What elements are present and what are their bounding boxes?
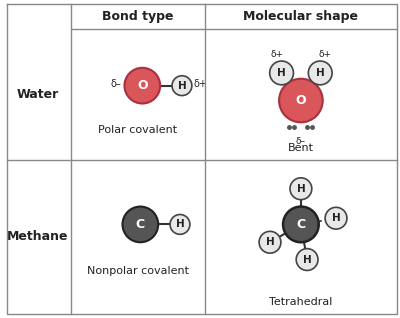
Circle shape <box>296 249 318 270</box>
Text: H: H <box>178 81 186 91</box>
Circle shape <box>270 61 294 85</box>
Circle shape <box>308 61 332 85</box>
Text: C: C <box>136 218 145 231</box>
Text: Polar covalent: Polar covalent <box>98 125 178 135</box>
Circle shape <box>279 79 323 122</box>
Circle shape <box>325 207 347 229</box>
Text: H: H <box>277 68 286 78</box>
Circle shape <box>172 76 192 96</box>
Text: Tetrahedral: Tetrahedral <box>269 297 332 307</box>
Text: O: O <box>137 79 148 92</box>
Circle shape <box>124 68 160 103</box>
Circle shape <box>290 178 312 200</box>
Text: δ–: δ– <box>296 137 306 146</box>
Circle shape <box>283 207 319 242</box>
Text: H: H <box>303 254 312 265</box>
Text: O: O <box>296 94 306 107</box>
Text: Molecular shape: Molecular shape <box>243 10 358 23</box>
Text: δ–: δ– <box>111 79 122 89</box>
Text: Bent: Bent <box>288 143 314 153</box>
Circle shape <box>259 232 281 253</box>
Text: H: H <box>316 68 324 78</box>
Text: H: H <box>296 184 305 194</box>
Text: Nonpolar covalent: Nonpolar covalent <box>87 266 189 276</box>
Text: δ+: δ+ <box>270 50 283 59</box>
Text: Bond type: Bond type <box>102 10 174 23</box>
Text: Methane: Methane <box>6 230 68 243</box>
Text: C: C <box>296 218 306 231</box>
Text: δ+: δ+ <box>194 79 208 89</box>
Text: Water: Water <box>16 88 58 101</box>
Text: δ+: δ+ <box>319 50 332 59</box>
Circle shape <box>170 215 190 234</box>
Text: H: H <box>332 213 340 223</box>
Text: H: H <box>176 219 184 229</box>
Text: H: H <box>266 237 274 247</box>
Circle shape <box>122 207 158 242</box>
